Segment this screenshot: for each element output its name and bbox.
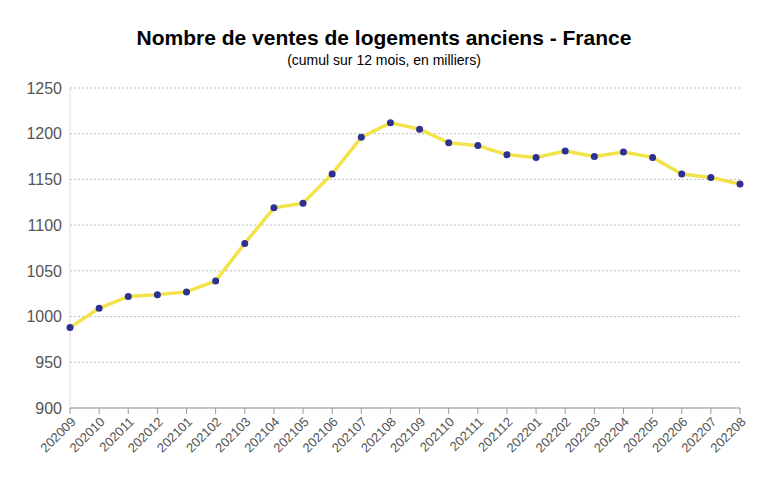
svg-text:202207: 202207 xyxy=(678,414,720,456)
svg-text:202203: 202203 xyxy=(561,414,603,456)
svg-text:202104: 202104 xyxy=(241,414,283,456)
svg-text:202101: 202101 xyxy=(153,414,196,456)
svg-text:202208: 202208 xyxy=(707,414,748,455)
svg-text:1050: 1050 xyxy=(26,263,62,280)
svg-text:900: 900 xyxy=(35,400,62,417)
svg-text:202010: 202010 xyxy=(66,414,108,456)
svg-text:202109: 202109 xyxy=(386,414,429,456)
svg-text:202202: 202202 xyxy=(532,414,574,456)
html-text:Nombre de ventes de logements: Nombre de ventes de logements anciens - … xyxy=(136,26,632,49)
svg-text:1250: 1250 xyxy=(26,80,62,97)
svg-text:202107: 202107 xyxy=(328,414,370,456)
svg-text:202206: 202206 xyxy=(649,414,691,456)
svg-text:202204: 202204 xyxy=(590,414,633,456)
svg-text:202112: 202112 xyxy=(475,414,516,455)
svg-text:202103: 202103 xyxy=(212,414,254,456)
svg-text:950: 950 xyxy=(35,354,62,371)
svg-text:202012: 202012 xyxy=(124,414,166,456)
svg-text:1000: 1000 xyxy=(26,308,62,325)
svg-text:202205: 202205 xyxy=(620,414,662,456)
svg-text:202110: 202110 xyxy=(416,414,458,455)
svg-text:1100: 1100 xyxy=(28,217,63,234)
svg-text:202108: 202108 xyxy=(357,414,400,456)
svg-text:202105: 202105 xyxy=(270,414,312,456)
svg-text:202111: 202111 xyxy=(446,414,487,454)
svg-text:202106: 202106 xyxy=(299,414,341,456)
svg-text:1200: 1200 xyxy=(26,125,62,142)
svg-text:202102: 202102 xyxy=(183,414,225,456)
svg-text:202201: 202201 xyxy=(503,414,545,456)
svg-text:202011: 202011 xyxy=(96,414,137,455)
svg-text:1150: 1150 xyxy=(28,171,63,188)
html-text:(cumul sur 12 mois, en millier: (cumul sur 12 mois, en milliers) xyxy=(287,52,481,68)
svg-text:202009: 202009 xyxy=(37,414,79,456)
